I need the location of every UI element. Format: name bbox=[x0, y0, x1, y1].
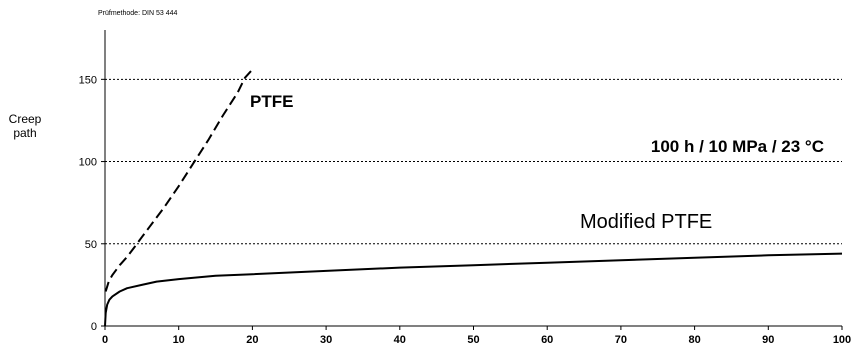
series-line-modified-ptfe bbox=[104, 252, 843, 327]
y-tick-label-100: 100 bbox=[79, 157, 97, 169]
y-tick-label-150: 150 bbox=[79, 74, 97, 86]
y-tick-label-50: 50 bbox=[85, 239, 97, 251]
x-tick-label-30: 30 bbox=[320, 334, 332, 346]
x-tick-label-20: 20 bbox=[246, 334, 258, 346]
test-conditions-label: 100 h / 10 MPa / 23 °C bbox=[651, 137, 824, 156]
x-tick-label-50: 50 bbox=[467, 334, 479, 346]
series-label-ptfe: PTFE bbox=[250, 92, 293, 111]
x-tick-label-100: 100 bbox=[833, 334, 851, 346]
y-axis-label: Creep path bbox=[8, 112, 42, 140]
x-tick-label-10: 10 bbox=[173, 334, 185, 346]
y-tick-label-0: 0 bbox=[91, 321, 97, 333]
x-tick-label-0: 0 bbox=[102, 334, 108, 346]
x-tick-label-80: 80 bbox=[688, 334, 700, 346]
x-tick-label-40: 40 bbox=[394, 334, 406, 346]
test-method-note: Prüfmethode: DIN 53 444 bbox=[98, 10, 178, 17]
series-label-modified-ptfe: Modified PTFE bbox=[580, 211, 712, 233]
series-line-ptfe bbox=[104, 68, 254, 292]
x-tick-label-70: 70 bbox=[615, 334, 627, 346]
x-tick-label-60: 60 bbox=[541, 334, 553, 346]
x-tick-label-90: 90 bbox=[762, 334, 774, 346]
